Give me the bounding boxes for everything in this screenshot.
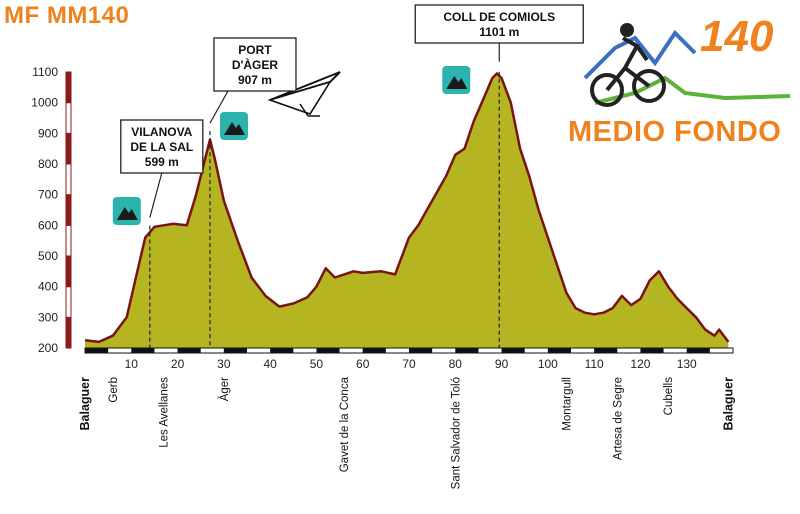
- x-axis: 10 20 30 40 50 60 70 80 90 100 110 120 130: [84, 347, 734, 371]
- town-label: Balaguer: [78, 377, 92, 431]
- callout-label: COLL DE COMIOLS: [443, 10, 555, 24]
- y-axis-segment: [65, 286, 72, 318]
- y-axis-segment: [65, 71, 72, 104]
- x-axis-segment: [409, 348, 433, 353]
- x-tick-label: 70: [402, 357, 416, 371]
- logo-text: MEDIO FONDO: [568, 116, 782, 148]
- mountain-icon: [219, 112, 248, 140]
- hang-glider-icon: [267, 71, 341, 117]
- elevation-area: [85, 73, 729, 348]
- y-tick-label: 900: [38, 126, 58, 140]
- y-tick-label: 700: [38, 188, 58, 202]
- x-axis-segment: [131, 348, 155, 353]
- y-axis: 200 300 400 500 600 700 800 900 1000 1100: [31, 65, 72, 355]
- x-tick-label: 50: [310, 357, 324, 371]
- callout-label: D'ÀGER: [232, 57, 279, 72]
- y-axis-segment: [65, 132, 72, 165]
- y-tick-label: 1100: [32, 65, 58, 79]
- x-tick-label: 40: [263, 357, 277, 371]
- logo-number: 140: [700, 12, 774, 61]
- town-label: Gerb: [108, 377, 120, 403]
- x-tick-label: 60: [356, 357, 370, 371]
- x-axis-segment: [85, 348, 109, 353]
- x-axis-segment: [640, 348, 664, 353]
- callout-box: [414, 4, 584, 44]
- x-axis-segment: [362, 348, 386, 353]
- x-tick-label: 110: [585, 357, 604, 371]
- y-axis-segment: [65, 163, 72, 196]
- x-axis-segment: [223, 348, 247, 353]
- callout-label: PORT: [238, 43, 272, 57]
- x-tick-label: 20: [171, 357, 185, 371]
- x-axis-segment: [316, 348, 340, 353]
- mountain-icon: [112, 197, 141, 225]
- y-axis-segment: [65, 255, 72, 288]
- town-label: Sant Salvador de Toló: [450, 377, 462, 489]
- y-tick-label: 1000: [31, 96, 58, 110]
- y-axis-segment: [65, 194, 72, 226]
- x-tick-label: 10: [125, 357, 139, 371]
- y-axis-segment: [65, 102, 72, 134]
- page-title: MF MM140: [4, 2, 130, 29]
- x-tick-label: 120: [630, 357, 650, 371]
- x-tick-label: 100: [538, 357, 558, 371]
- town-label: Artesa de Segre: [612, 377, 624, 460]
- x-axis-segment: [455, 348, 479, 353]
- x-tick-label: 130: [677, 357, 697, 371]
- town-label: Les Avellanes: [159, 377, 171, 448]
- x-axis-segment: [177, 348, 201, 353]
- y-tick-label: 500: [38, 249, 58, 263]
- x-tick-label: 30: [217, 357, 231, 371]
- cyclist-icon: [583, 23, 791, 107]
- x-axis-segment: [501, 348, 525, 353]
- x-tick-label: 80: [449, 357, 463, 371]
- x-axis-segment: [270, 348, 294, 353]
- mountain-icon: [442, 66, 471, 94]
- callout-label: 1101 m: [479, 25, 519, 39]
- town-label: Gavet de la Conca: [339, 376, 351, 472]
- callout-label: 599 m: [145, 155, 179, 169]
- callout-pointer: [209, 90, 229, 124]
- callout-label: 907 m: [238, 73, 272, 87]
- town-label: Àger: [218, 377, 231, 401]
- y-tick-label: 300: [38, 310, 58, 324]
- y-tick-label: 800: [38, 157, 58, 171]
- town-label: Cubells: [663, 377, 675, 416]
- y-axis-segment: [65, 224, 72, 257]
- y-tick-label: 600: [38, 218, 58, 232]
- x-tick-label: 90: [495, 357, 509, 371]
- y-axis-segment: [65, 316, 72, 349]
- callout-pointer: [149, 172, 163, 218]
- town-label: Balaguer: [721, 377, 735, 431]
- callout-box: [213, 37, 297, 92]
- callout-box: [120, 119, 204, 174]
- town-label: Montargull: [561, 377, 573, 431]
- y-tick-label: 200: [38, 341, 58, 355]
- callout-label: DE LA SAL: [130, 140, 193, 154]
- x-axis-segment: [686, 348, 710, 353]
- x-axis-segment: [547, 348, 571, 353]
- callout-label: VILANOVA: [131, 125, 192, 139]
- y-tick-label: 400: [38, 280, 58, 294]
- x-axis-segment: [594, 348, 618, 353]
